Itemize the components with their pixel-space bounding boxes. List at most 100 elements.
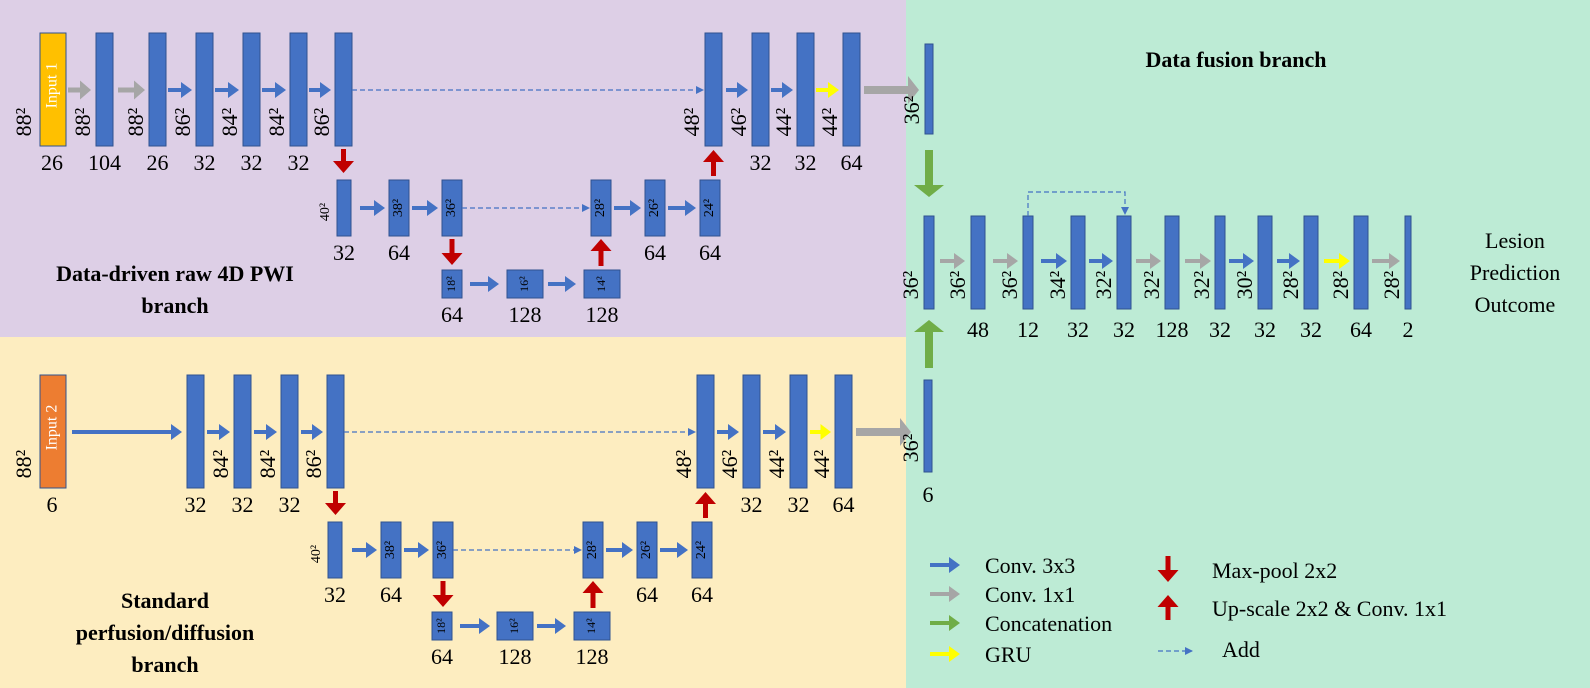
top-enc-block-5 [334, 32, 353, 147]
top-enc-block-3-size: 84² [217, 107, 242, 136]
top-output-block [924, 43, 934, 135]
top-enc-block-3 [242, 32, 261, 147]
fusion-block-3-size: 34² [1045, 270, 1070, 299]
fusion-title-text: Data fusion branch [1145, 47, 1327, 72]
bot-enc-block-2-size: 84² [255, 449, 280, 478]
top-dec-block-3-size: 44² [817, 107, 842, 136]
bot-mid-arrow-0 [352, 542, 377, 558]
top-mid-block-5 [699, 179, 721, 237]
bot-mid-block-1 [380, 521, 402, 579]
bot-dec-block-2-channels: 32 [788, 492, 810, 517]
bot-mid-block-5 [691, 521, 713, 579]
fusion-block-1 [970, 215, 986, 310]
arrows-layer [68, 76, 1400, 662]
bot-enc-block-3 [326, 374, 345, 489]
fusion-block-1-size: 36² [945, 270, 970, 299]
fusion-branch-title: Data fusion branch [1086, 44, 1386, 76]
top-bottom-arrow-1 [548, 276, 576, 292]
fusion-block-7-size: 30² [1232, 270, 1257, 299]
fusion-arrow-7 [1277, 253, 1300, 269]
top-enc-arrow-5 [309, 82, 331, 98]
top-enc-block-5-size: 86² [309, 107, 334, 136]
fusion-block-8-size: 28² [1278, 270, 1303, 299]
top-enc-block-4-size: 84² [264, 107, 289, 136]
fusion-arrow-4 [1136, 253, 1161, 269]
top-mid-block-4-channels: 64 [644, 240, 666, 265]
bot-out-arrow [856, 418, 911, 446]
legend-gru-icon [930, 646, 960, 662]
bot-mid-block-1-size: 38² [383, 541, 398, 559]
bot-dec-block-3-size: 44² [809, 449, 834, 478]
bot-pool-arrow-2 [432, 581, 454, 607]
fusion-block-3-channels: 32 [1067, 317, 1089, 342]
fusion-block-10-channels: 2 [1403, 317, 1414, 342]
bot-up-arrow-2 [582, 581, 604, 608]
bot-enc-block-1-channels: 32 [232, 492, 254, 517]
top-bottom-block-2-channels: 128 [586, 302, 619, 327]
bot-mid-block-0 [327, 521, 343, 579]
fusion-arrow-3 [1089, 253, 1113, 269]
top-dec-block-3 [842, 32, 861, 147]
top-enc-block-4 [289, 32, 308, 147]
top-enc-block-3-channels: 32 [241, 150, 263, 175]
concat-arrow-bottom [914, 320, 944, 368]
bot-mid-block-5-channels: 64 [691, 582, 713, 607]
bot-bottom-block-0 [431, 611, 453, 641]
top-mid-arrow-1 [412, 200, 438, 216]
top-dec-block-2-channels: 32 [795, 150, 817, 175]
fusion-block-7 [1257, 215, 1273, 310]
bot-mid-block-0-channels: 32 [324, 582, 346, 607]
legend-concat-icon [930, 615, 960, 631]
bot-bottom-block-2-size: 14² [584, 618, 598, 634]
legend-pool-icon [1157, 556, 1179, 582]
legend-up-icon [1157, 595, 1179, 620]
bot-dec-arrow-1 [763, 424, 786, 440]
fusion-arrow-0 [940, 253, 965, 269]
top-up-arrow-1 [703, 150, 724, 176]
top-enc-arrow-3 [215, 82, 239, 98]
bot-input-block [39, 374, 67, 489]
top-enc-block-1 [148, 32, 167, 147]
top-dec-block-0-size: 48² [679, 107, 704, 136]
bot-bottom-block-1-channels: 128 [499, 644, 532, 669]
fusion-block-5 [1164, 215, 1180, 310]
outcome-line3: Outcome [1474, 292, 1556, 317]
bot-dec-block-0 [696, 374, 715, 489]
fusion-skip [1027, 191, 1129, 216]
top-dec-block-0 [704, 32, 723, 147]
bot-input-label: Input 2 [44, 405, 61, 451]
standard-branch-title: Standard perfusion/diffusion branch [20, 585, 310, 681]
bot-enc-block-2-channels: 32 [279, 492, 301, 517]
bot-enc-block-3-size: 86² [301, 449, 326, 478]
fusion-block-8-channels: 32 [1300, 317, 1322, 342]
fusion-block-9-size: 28² [1328, 270, 1353, 299]
bot-bottom-arrow-1 [537, 618, 566, 634]
top-mid-block-3-size: 28² [593, 199, 608, 217]
fusion-block-6 [1214, 215, 1226, 310]
top-dec-block-3-channels: 64 [841, 150, 863, 175]
bot-dec-block-1-channels: 32 [741, 492, 763, 517]
top-enc-arrow-1 [118, 80, 145, 100]
fusion-block-4 [1116, 215, 1132, 310]
top-bottom-block-2-size: 14² [594, 276, 608, 292]
top-enc-block-0 [95, 32, 114, 147]
bot-mid-arrow-1 [404, 542, 429, 558]
fusion-block-10-size: 28² [1379, 270, 1404, 299]
top-dec-block-1 [751, 32, 770, 147]
legend-add-label: Add [1222, 637, 1260, 662]
bot-mid-block-4 [636, 521, 658, 579]
bot-enc-arrow-2 [254, 424, 277, 440]
top-input-label: Input 1 [44, 63, 61, 109]
top-mid-arrow-3 [668, 200, 696, 216]
fusion-arrow-6 [1229, 253, 1254, 269]
raw-title-line2: branch [141, 293, 209, 318]
bot-bottom-block-2-channels: 128 [576, 644, 609, 669]
fusion-arrow-5 [1185, 253, 1211, 269]
legend-conv3-label: Conv. 3x3 [985, 553, 1076, 578]
bot-bottom-block-0-channels: 64 [431, 644, 453, 669]
raw-pwi-branch-title: Data-driven raw 4D PWI branch [10, 258, 340, 322]
top-enc-block-0-channels: 104 [88, 150, 121, 175]
top-dec-block-2-size: 44² [771, 107, 796, 136]
bot-enc-block-0-channels: 32 [185, 492, 207, 517]
bot-dec-block-0-size: 48² [671, 449, 696, 478]
